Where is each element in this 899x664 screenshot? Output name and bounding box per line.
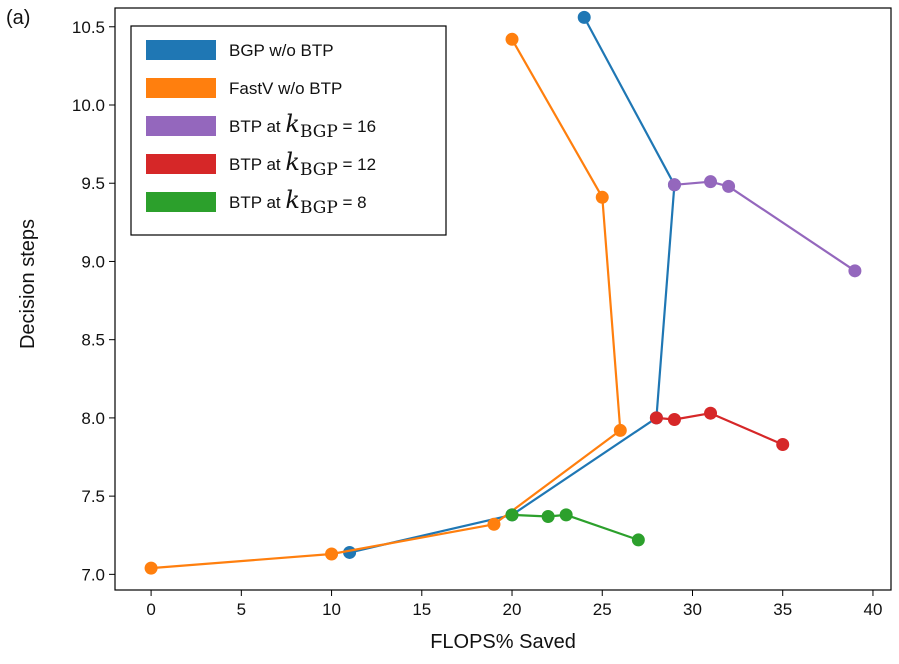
x-axis-label: FLOPS% Saved (430, 631, 576, 653)
data-point (559, 508, 573, 522)
x-tick-label: 0 (146, 600, 155, 619)
series-3 (649, 406, 790, 451)
y-tick-label: 8.0 (81, 409, 105, 428)
series-1 (144, 32, 627, 575)
y-tick-label: 8.5 (81, 331, 105, 350)
legend-label: BTP at kBGP = 12 (229, 148, 376, 180)
plot-frame (114, 7, 892, 591)
data-point (704, 406, 718, 420)
data-point (541, 509, 555, 523)
y-axis-label: Decision steps (17, 219, 39, 349)
legend-swatch (146, 192, 216, 212)
legend-entry: BTP at kBGP = 12 (146, 148, 376, 180)
x-tick-label: 30 (683, 600, 702, 619)
legend-label: FastV w/o BTP (229, 79, 342, 98)
data-point (144, 561, 158, 575)
data-point (325, 547, 339, 561)
x-tick-label: 15 (412, 600, 431, 619)
data-point (848, 264, 862, 278)
legend-swatch (146, 154, 216, 174)
x-tick-label: 10 (322, 600, 341, 619)
x-tick-label: 40 (863, 600, 882, 619)
series-line (151, 38, 622, 570)
series-line (511, 513, 639, 541)
legend-label: BGP w/o BTP (229, 41, 334, 60)
y-tick-label: 10.0 (72, 96, 105, 115)
legend-label: BTP at kBGP = 8 (229, 186, 367, 218)
legend-swatch (146, 78, 216, 98)
series-layer (144, 10, 862, 575)
x-tick-label: 5 (237, 600, 246, 619)
series-4 (505, 508, 645, 547)
legend-entry: BTP at kBGP = 16 (146, 110, 376, 142)
legend-swatch (146, 40, 216, 60)
x-tick-label: 25 (593, 600, 612, 619)
data-point (667, 178, 681, 192)
data-point (667, 412, 681, 426)
y-tick-label: 9.5 (81, 174, 105, 193)
y-tick-label: 7.0 (81, 565, 105, 584)
legend-entry: FastV w/o BTP (146, 78, 342, 98)
panel-label: (a) (6, 7, 30, 29)
series-line (674, 180, 856, 272)
data-point (776, 438, 790, 451)
legend: BGP w/o BTP FastV w/o BTP BTP at kBGP = 16… (130, 25, 447, 236)
x-tick-label: 20 (503, 600, 522, 619)
legend-entry: BTP at kBGP = 8 (146, 186, 367, 218)
data-point (577, 10, 591, 24)
data-point (595, 190, 609, 204)
tick-layer: 0 5 10 15 20 25 30 35 40 7.0 7.5 8.0 8.5 9.0 9.5 10.0 10… (72, 18, 883, 619)
legend-entry: BGP w/o BTP (146, 40, 334, 60)
data-point (704, 175, 718, 189)
y-tick-label: 9.0 (81, 252, 105, 271)
y-tick-label: 10.5 (72, 18, 105, 37)
legend-swatch (146, 116, 216, 136)
legend-label: BTP at kBGP = 16 (229, 110, 376, 142)
series-2 (667, 175, 862, 278)
series-line (656, 412, 784, 446)
y-tick-label: 7.5 (81, 487, 105, 506)
data-point (649, 411, 663, 425)
data-point (505, 32, 519, 46)
x-tick-label: 35 (773, 600, 792, 619)
data-point (613, 423, 627, 437)
data-point (631, 533, 645, 547)
data-point (505, 508, 519, 522)
data-point (487, 517, 501, 531)
data-point (722, 179, 736, 193)
